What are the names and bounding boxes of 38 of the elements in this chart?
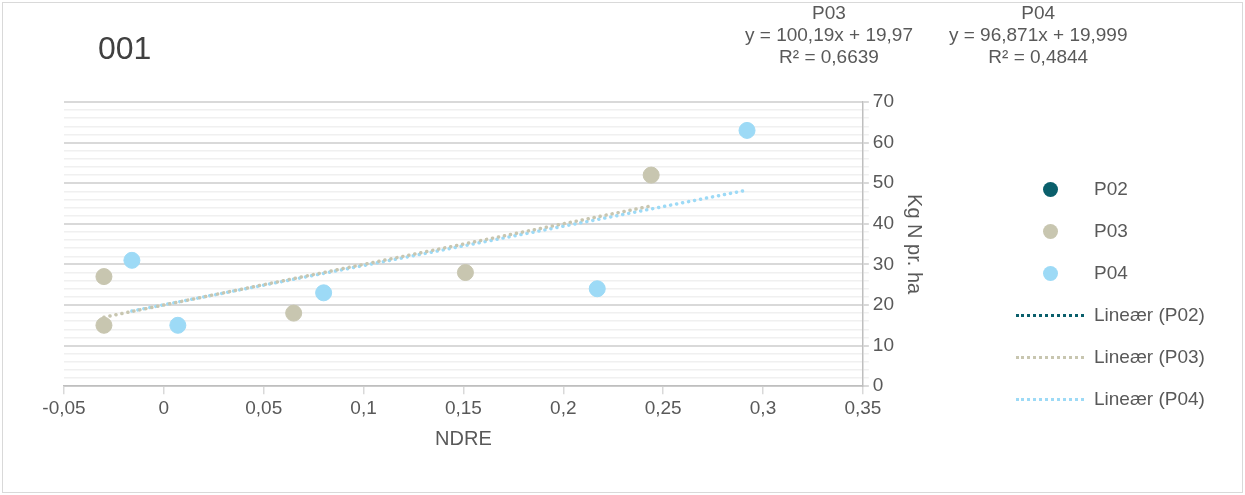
legend-label: P03 [1094, 220, 1128, 242]
legend-label: Lineær (P02) [1094, 304, 1205, 326]
legend-label: Lineær (P04) [1094, 388, 1205, 410]
legend-label: P02 [1094, 178, 1128, 200]
x-tick-label: -0,05 [42, 396, 86, 418]
x-tick-label: 0,3 [749, 396, 777, 418]
x-tick-label: 0,05 [245, 396, 283, 418]
point [738, 121, 756, 139]
x-tick-label: 0,15 [444, 396, 482, 418]
point [642, 166, 660, 184]
y-tick-label: 60 [872, 130, 895, 152]
legend-label: Lineær (P03) [1094, 346, 1205, 368]
x-tick-label: 0,35 [844, 396, 882, 418]
x-axis-title: NDRE [435, 426, 492, 449]
point [285, 304, 303, 322]
point [456, 264, 474, 282]
chart-title: 001 [98, 30, 152, 67]
y-tick-label: 0 [872, 374, 884, 396]
y-tick-label: 30 [872, 252, 895, 274]
y-axis-title: Kg N pr. ha [904, 194, 927, 295]
y-tick-label: 20 [872, 293, 895, 315]
legend-label: P04 [1094, 262, 1128, 284]
point [169, 316, 187, 334]
text: P04 y = 96,871x + 19,999 R² = 0,4844 [948, 2, 1128, 68]
point [315, 284, 333, 302]
text: P03 y = 100,19x + 19,97 R² = 0,6639 [745, 2, 913, 68]
point [95, 316, 113, 334]
point [123, 251, 141, 269]
point [95, 268, 113, 286]
x-tick-label: 0,1 [350, 396, 377, 418]
point [588, 280, 606, 298]
y-tick-label: 50 [872, 171, 895, 193]
y-tick-label: 40 [872, 212, 895, 234]
x-tick-label: 0,25 [644, 396, 682, 418]
x-tick-label: 0 [158, 396, 170, 418]
x-tick-label: 0,2 [550, 396, 577, 418]
y-tick-label: 70 [872, 90, 895, 112]
y-tick-label: 10 [872, 333, 895, 355]
